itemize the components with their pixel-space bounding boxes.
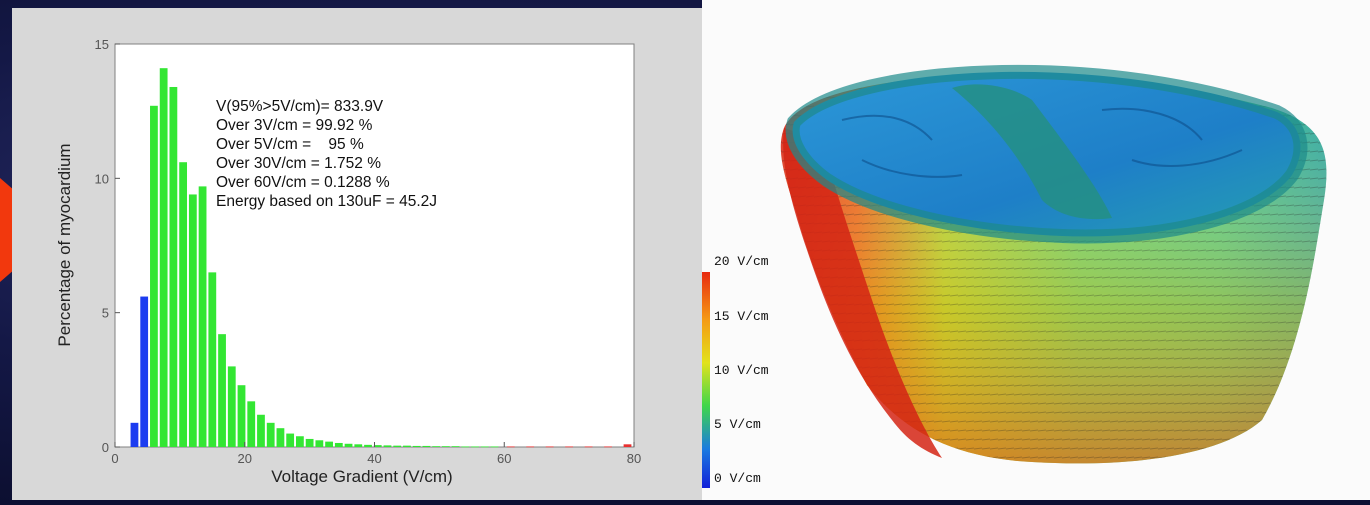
chart-annotation: V(95%>5V/cm)= 833.9V bbox=[216, 98, 384, 115]
histogram-bar bbox=[227, 366, 236, 447]
x-axis-label: Voltage Gradient (V/cm) bbox=[271, 467, 452, 486]
histogram-bar bbox=[237, 385, 246, 447]
histogram-bar bbox=[354, 444, 363, 447]
colorbar bbox=[702, 272, 710, 488]
histogram-bar bbox=[247, 401, 256, 447]
x-tick-label: 80 bbox=[627, 451, 641, 466]
histogram-chart: 0 20 40 60 80 0 5 10 15 V(95%>5V/cm)= 833.9V Ove… bbox=[55, 37, 641, 486]
histogram-bar bbox=[315, 440, 324, 447]
histogram-bar bbox=[403, 445, 411, 447]
histogram-bar bbox=[373, 445, 382, 447]
x-tick-label: 40 bbox=[367, 451, 381, 466]
chart-annotation: Over 3V/cm = 99.92 % bbox=[216, 117, 373, 134]
histogram-bar bbox=[130, 422, 139, 447]
histogram-bar bbox=[364, 444, 372, 447]
histogram-bar bbox=[565, 446, 574, 448]
histogram-bar bbox=[480, 446, 489, 448]
chart-annotation: Over 5V/cm = 95 % bbox=[216, 136, 364, 153]
histogram-bar bbox=[344, 443, 353, 447]
x-tick-label: 20 bbox=[238, 451, 252, 466]
histogram-bar bbox=[140, 296, 149, 447]
histogram-bar bbox=[198, 186, 207, 448]
histogram-panel: 0 20 40 60 80 0 5 10 15 V(95%>5V/cm)= 833.9V Ove… bbox=[12, 8, 702, 500]
heart-septum bbox=[952, 84, 1112, 220]
histogram-bar bbox=[296, 436, 304, 447]
histogram-bar bbox=[286, 433, 295, 447]
chart-annotation: Energy based on 130uF = 45.2J bbox=[216, 193, 437, 210]
histogram-bar bbox=[159, 68, 168, 448]
histogram-bar bbox=[276, 428, 285, 447]
histogram-bar bbox=[325, 441, 333, 447]
histogram-bar bbox=[383, 445, 392, 447]
histogram-bar bbox=[422, 445, 431, 447]
histogram-bar bbox=[208, 272, 217, 447]
histogram-bar bbox=[169, 86, 178, 447]
x-tick-label: 60 bbox=[497, 451, 511, 466]
histogram-bar bbox=[188, 194, 197, 447]
histogram-bar bbox=[266, 422, 275, 447]
histogram-bar bbox=[218, 334, 226, 447]
x-tick-label: 0 bbox=[111, 451, 118, 466]
y-tick-label: 0 bbox=[102, 440, 109, 455]
histogram-bar bbox=[393, 445, 402, 447]
colorbar-label: 10 V/cm bbox=[714, 363, 769, 378]
histogram-bar bbox=[451, 446, 460, 447]
colorbar-label: 20 V/cm bbox=[714, 254, 769, 269]
y-tick-label: 5 bbox=[102, 306, 109, 321]
histogram-bar bbox=[257, 414, 265, 447]
histogram-bar bbox=[526, 446, 535, 448]
heart-render: 20 V/cm 15 V/cm 10 V/cm 5 V/cm 0 V/cm bbox=[702, 64, 1327, 488]
histogram-bar bbox=[179, 162, 188, 448]
histogram-bar bbox=[150, 105, 158, 447]
colorbar-label: 15 V/cm bbox=[714, 309, 769, 324]
heart-top-rim bbox=[785, 64, 1308, 244]
y-tick-label: 15 bbox=[95, 37, 109, 52]
y-axis-label: Percentage of myocardium bbox=[55, 143, 74, 346]
heart-left-edge bbox=[783, 128, 942, 458]
histogram-bar bbox=[471, 446, 479, 448]
histogram-bar bbox=[584, 446, 593, 448]
histogram-bar bbox=[545, 446, 554, 448]
histogram-bar bbox=[461, 446, 470, 448]
histogram-bar bbox=[432, 446, 441, 447]
histogram-bar bbox=[623, 444, 632, 447]
histogram-bar bbox=[506, 446, 515, 448]
histogram-bar bbox=[305, 438, 314, 447]
histogram-bar bbox=[412, 445, 421, 447]
histogram-bar bbox=[490, 446, 499, 448]
colorbar-label: 0 V/cm bbox=[714, 471, 761, 486]
chart-annotation: Over 60V/cm = 0.1288 % bbox=[216, 174, 390, 191]
chart-annotation: Over 30V/cm = 1.752 % bbox=[216, 155, 381, 172]
colorbar-label: 5 V/cm bbox=[714, 417, 761, 432]
heart-top-texture bbox=[841, 107, 1243, 178]
histogram-bar bbox=[334, 442, 343, 447]
heart-render-panel: 20 V/cm 15 V/cm 10 V/cm 5 V/cm 0 V/cm bbox=[702, 0, 1370, 500]
histogram-bar bbox=[604, 446, 612, 448]
histogram-bar bbox=[441, 446, 450, 447]
y-tick-label: 10 bbox=[95, 171, 109, 186]
